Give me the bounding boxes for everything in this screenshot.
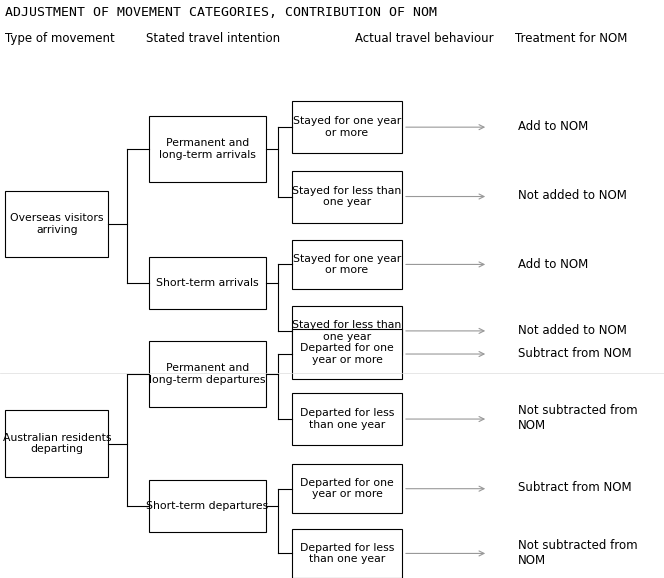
Text: Type of movement: Type of movement — [5, 32, 115, 45]
FancyBboxPatch shape — [149, 116, 266, 182]
Text: Add to NOM: Add to NOM — [518, 258, 588, 271]
Text: Australian residents
departing: Australian residents departing — [3, 433, 111, 454]
FancyBboxPatch shape — [292, 171, 402, 223]
Text: Stayed for one year
or more: Stayed for one year or more — [293, 116, 401, 138]
Text: Permanent and
long-term departures: Permanent and long-term departures — [149, 364, 266, 385]
Text: Treatment for NOM: Treatment for NOM — [515, 32, 627, 45]
Text: Departed for one
year or more: Departed for one year or more — [300, 343, 394, 365]
FancyBboxPatch shape — [5, 191, 108, 257]
FancyBboxPatch shape — [292, 306, 402, 355]
Text: Subtract from NOM: Subtract from NOM — [518, 481, 631, 494]
FancyBboxPatch shape — [149, 257, 266, 309]
Text: Not subtracted from
NOM: Not subtracted from NOM — [518, 539, 637, 566]
Text: Stayed for less than
one year: Stayed for less than one year — [292, 320, 402, 342]
Text: Stayed for less than
one year: Stayed for less than one year — [292, 186, 402, 208]
Text: Departed for one
year or more: Departed for one year or more — [300, 478, 394, 499]
Text: Not added to NOM: Not added to NOM — [518, 324, 627, 337]
FancyBboxPatch shape — [292, 529, 402, 578]
Text: Subtract from NOM: Subtract from NOM — [518, 347, 631, 360]
FancyBboxPatch shape — [292, 329, 402, 379]
FancyBboxPatch shape — [292, 101, 402, 153]
FancyBboxPatch shape — [292, 393, 402, 445]
FancyBboxPatch shape — [149, 341, 266, 407]
Text: Short-term arrivals: Short-term arrivals — [156, 278, 259, 288]
Text: Add to NOM: Add to NOM — [518, 120, 588, 133]
Text: Overseas visitors
arriving: Overseas visitors arriving — [10, 213, 104, 235]
Text: ADJUSTMENT OF MOVEMENT CATEGORIES, CONTRIBUTION OF NOM: ADJUSTMENT OF MOVEMENT CATEGORIES, CONTR… — [5, 6, 438, 18]
FancyBboxPatch shape — [5, 410, 108, 477]
FancyBboxPatch shape — [149, 480, 266, 532]
Text: Departed for less
than one year: Departed for less than one year — [299, 543, 394, 564]
Text: Short-term departures: Short-term departures — [146, 501, 269, 511]
Text: Not subtracted from
NOM: Not subtracted from NOM — [518, 405, 637, 432]
Text: Departed for less
than one year: Departed for less than one year — [299, 408, 394, 430]
Text: Stated travel intention: Stated travel intention — [146, 32, 280, 45]
Text: Actual travel behaviour: Actual travel behaviour — [355, 32, 494, 45]
Text: Stayed for one year
or more: Stayed for one year or more — [293, 254, 401, 275]
FancyBboxPatch shape — [292, 464, 402, 513]
Text: Permanent and
long-term arrivals: Permanent and long-term arrivals — [159, 138, 256, 160]
Text: Not added to NOM: Not added to NOM — [518, 190, 627, 202]
FancyBboxPatch shape — [292, 240, 402, 289]
